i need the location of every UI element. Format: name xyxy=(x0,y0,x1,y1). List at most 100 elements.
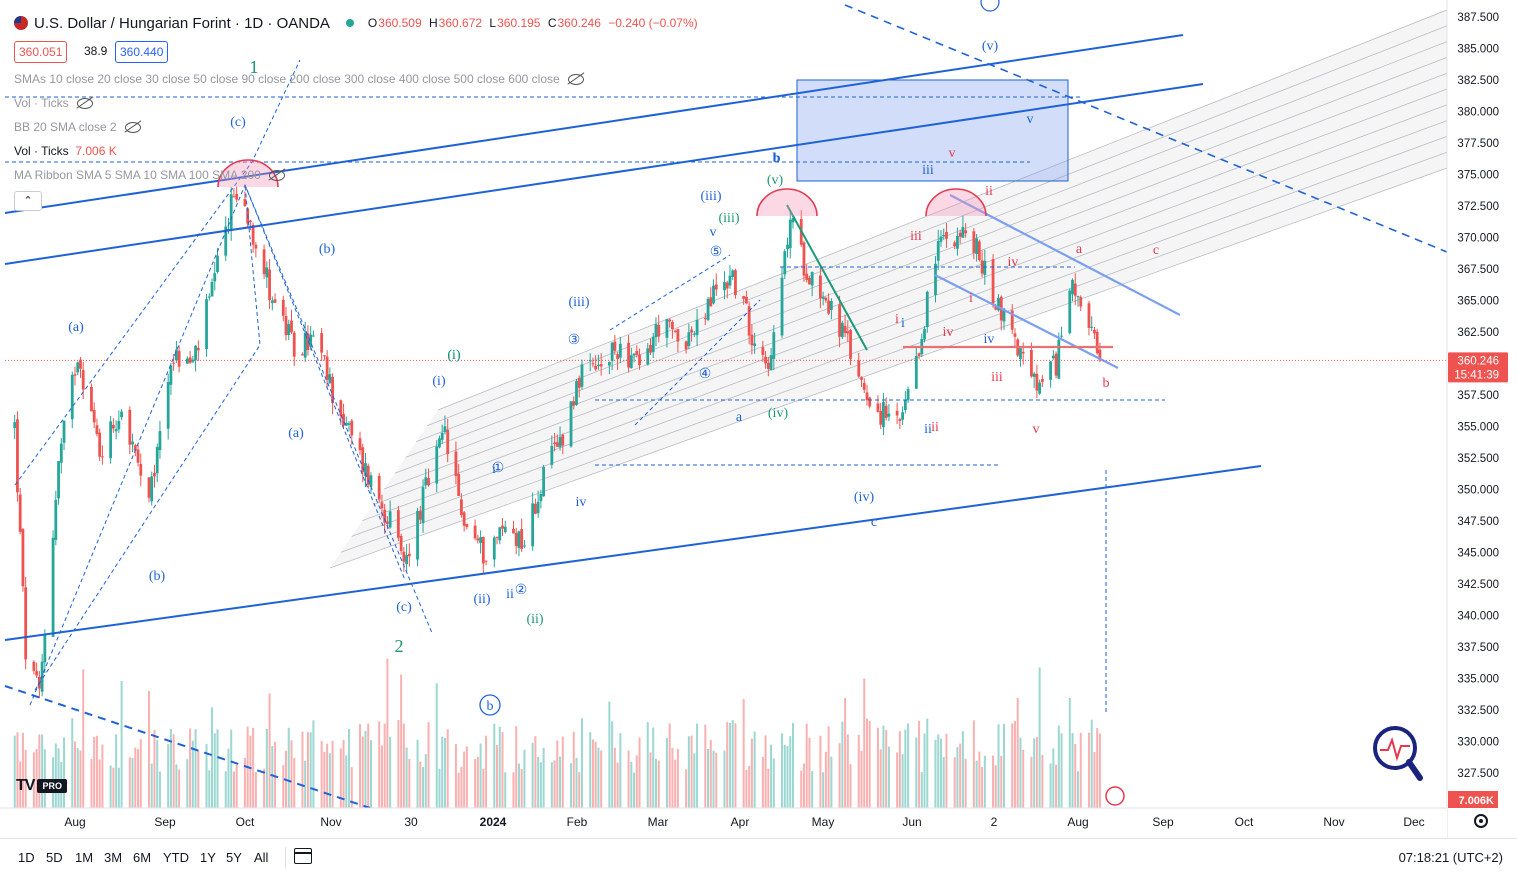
volume-bar xyxy=(512,772,515,808)
volume-bar xyxy=(465,746,468,808)
volume-bar xyxy=(945,733,948,808)
volume-bar xyxy=(211,707,214,808)
wave-label-red: ii xyxy=(931,420,939,435)
volume-bar xyxy=(600,750,603,808)
collapse-legend-button[interactable]: ⌃ xyxy=(14,191,42,211)
volume-bar xyxy=(591,739,594,808)
volume-bar xyxy=(359,724,362,808)
volume-bar xyxy=(1041,754,1044,808)
gear-icon[interactable] xyxy=(1474,814,1488,828)
indicator-ma-ribbon[interactable]: MA Ribbon SMA 5 SMA 10 SMA 100 SMA 200 xyxy=(14,168,285,182)
volume-bar xyxy=(994,765,997,808)
candle-body xyxy=(462,512,466,526)
volume-bar xyxy=(665,737,668,808)
candle-body xyxy=(350,420,354,436)
channel-line xyxy=(427,25,1448,427)
volume-bar xyxy=(139,739,142,808)
volume-bar xyxy=(243,757,246,808)
candle-body xyxy=(725,282,729,289)
volume-bar xyxy=(74,741,76,808)
candle-body xyxy=(712,285,715,304)
volume-bar xyxy=(76,748,79,808)
range-all[interactable]: All xyxy=(254,850,269,865)
volume-bar xyxy=(249,735,252,808)
volume-bar xyxy=(690,735,693,808)
volume-bar xyxy=(896,752,899,808)
candle-body xyxy=(262,249,266,275)
symbol-header[interactable]: U.S. Dollar / Hungarian Forint · 1D · OA… xyxy=(14,12,702,34)
range-5y[interactable]: 5Y xyxy=(226,850,242,865)
range-ytd[interactable]: YTD xyxy=(163,850,189,865)
volume-bar xyxy=(205,743,208,808)
volume-bar xyxy=(137,749,140,808)
volume-bar xyxy=(553,760,556,808)
wave-label-blue: (iv) xyxy=(854,490,875,505)
volume-bar xyxy=(819,735,822,808)
volume-bar xyxy=(1068,697,1071,808)
wave-label-blue: ii xyxy=(506,587,514,602)
indicator-bb[interactable]: BB 20 SMA close 2 xyxy=(14,120,141,134)
candle-body xyxy=(254,244,258,249)
candle-body xyxy=(1071,279,1074,295)
volume-bar xyxy=(633,772,636,808)
hidden-eye-icon[interactable] xyxy=(76,98,93,110)
symbol-title[interactable]: U.S. Dollar / Hungarian Forint · 1D · OA… xyxy=(34,14,330,32)
wave-label-green: (ii) xyxy=(526,612,543,627)
candle-body xyxy=(827,300,831,314)
candle-body xyxy=(687,332,691,346)
candle-body xyxy=(810,272,814,286)
range-3m[interactable]: 3M xyxy=(104,850,123,865)
candle-body xyxy=(18,494,22,532)
volume-bar xyxy=(19,761,22,808)
circle-marker xyxy=(479,694,501,716)
candle-body xyxy=(846,331,850,334)
time-tick-label: Nov xyxy=(1323,815,1344,829)
price-tick-label: 350.000 xyxy=(1457,485,1499,497)
volume-bar xyxy=(109,765,112,808)
candle-body xyxy=(325,356,329,380)
volume-bar xyxy=(879,749,882,808)
range-6m[interactable]: 6M xyxy=(133,850,152,865)
sell-price-button[interactable]: 360.051 xyxy=(14,41,68,63)
calendar-icon[interactable] xyxy=(294,848,312,864)
volume-bar xyxy=(1093,751,1096,808)
hidden-eye-icon[interactable] xyxy=(567,74,584,86)
volume-bar xyxy=(227,748,230,808)
range-5d[interactable]: 5D xyxy=(46,850,63,865)
candle-body xyxy=(745,296,748,304)
hidden-eye-icon[interactable] xyxy=(124,122,141,134)
range-1m[interactable]: 1M xyxy=(75,850,94,865)
events-icon[interactable] xyxy=(1105,786,1125,806)
price-tick-label: 347.500 xyxy=(1457,516,1499,528)
volume-bar xyxy=(712,750,715,808)
candle-body xyxy=(753,343,757,346)
wave-label-blue: ① xyxy=(492,461,505,476)
volume-bar xyxy=(323,751,326,808)
candle-body xyxy=(514,532,518,547)
indicator-smas[interactable]: SMAs 10 close 20 close 30 close 50 close… xyxy=(14,72,584,86)
volume-bar xyxy=(493,723,496,808)
volume-bar xyxy=(693,753,696,808)
range-1d[interactable]: 1D xyxy=(18,850,35,865)
volume-bar xyxy=(408,758,411,808)
candle-body xyxy=(651,336,655,353)
indicator-volume[interactable]: Vol · Ticks 7.006 K xyxy=(14,144,117,158)
candle-body xyxy=(339,400,343,417)
candle-body xyxy=(953,242,957,246)
candle-body xyxy=(671,322,674,329)
price-tick-label: 382.500 xyxy=(1457,75,1499,87)
volume-bar xyxy=(156,740,159,808)
volume-bar xyxy=(934,739,937,808)
candle-body xyxy=(281,299,285,316)
price-tick-label: 330.000 xyxy=(1457,737,1499,749)
candle-body xyxy=(723,282,726,291)
candle-body xyxy=(838,304,841,337)
buy-price-button[interactable]: 360.440 xyxy=(115,41,169,63)
volume-bar xyxy=(838,743,841,808)
range-1y[interactable]: 1Y xyxy=(200,850,216,865)
hidden-eye-icon[interactable] xyxy=(268,170,285,182)
indicator-vol-ticks[interactable]: Vol · Ticks xyxy=(14,96,93,110)
candle-body xyxy=(290,320,293,333)
candle-body xyxy=(229,194,233,230)
